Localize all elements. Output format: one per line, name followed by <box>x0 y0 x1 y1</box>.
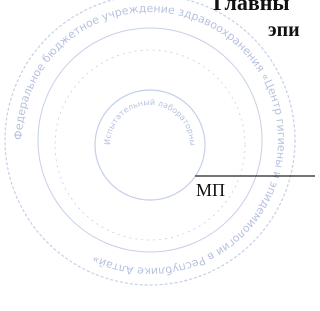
seal-label: МП <box>196 180 225 200</box>
stamp-outer-path: Федеральное бюджетное учреждение здравоо… <box>12 2 288 278</box>
header-line1: Главны <box>213 0 290 15</box>
document-page: Федеральное бюджетное учреждение здравоо… <box>0 0 315 311</box>
header-line2: эпи <box>268 19 300 41</box>
stamp <box>5 0 295 285</box>
stamp-outer-text: Федеральное бюджетное учреждение здравоо… <box>12 2 288 278</box>
